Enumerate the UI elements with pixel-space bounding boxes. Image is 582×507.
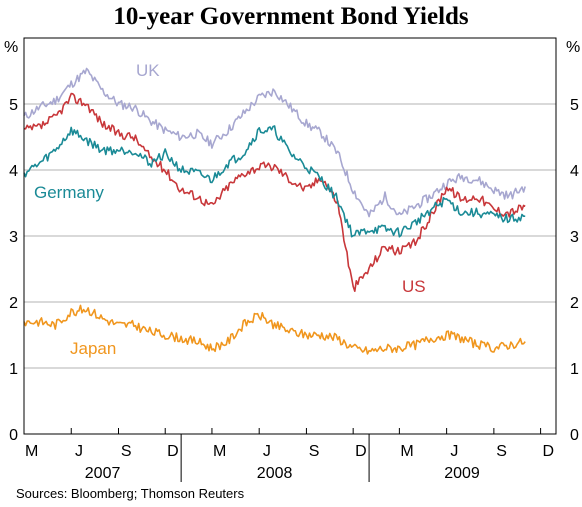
y-tick-label-right: 4 — [570, 163, 579, 180]
axes — [23, 428, 542, 482]
x-year-label: 2009 — [444, 465, 480, 482]
source-note: Sources: Bloomberg; Thomson Reuters — [16, 486, 245, 501]
series-lines — [23, 67, 526, 355]
x-month-label: M — [25, 443, 38, 460]
y-unit-label-left: % — [4, 39, 18, 56]
x-month-label: D — [355, 443, 367, 460]
series-line-japan — [23, 304, 526, 355]
series-label-japan: Japan — [70, 339, 116, 358]
x-month-label: D — [543, 443, 555, 460]
series-label-us: US — [402, 277, 426, 296]
series-label-uk: UK — [136, 61, 160, 80]
plot-frame — [23, 37, 557, 435]
y-tick-label-left: 3 — [9, 229, 18, 246]
y-tick-label-left: 4 — [9, 163, 18, 180]
y-tick-label-right: 2 — [570, 295, 579, 312]
x-year-label: 2008 — [257, 465, 293, 482]
y-tick-label-left: 1 — [9, 361, 18, 378]
x-month-label: M — [213, 443, 226, 460]
x-month-label: S — [121, 443, 132, 460]
chart-title: 10-year Government Bond Yields — [113, 3, 469, 30]
series-label-germany: Germany — [34, 183, 104, 202]
x-month-label: J — [263, 443, 271, 460]
x-month-label: J — [75, 443, 83, 460]
gridlines — [24, 103, 556, 369]
y-unit-label-right: % — [566, 39, 580, 56]
y-tick-label-right: 5 — [570, 97, 579, 114]
y-tick-label-left: 5 — [9, 97, 18, 114]
x-month-label: S — [309, 443, 320, 460]
y-tick-label-right: 1 — [570, 361, 579, 378]
x-month-label: M — [400, 443, 413, 460]
x-month-label: J — [450, 443, 458, 460]
y-tick-label-left: 0 — [9, 427, 18, 444]
x-month-label: S — [496, 443, 507, 460]
series-line-germany — [23, 125, 526, 238]
y-tick-label-right: 0 — [570, 427, 579, 444]
series-line-uk — [23, 67, 526, 218]
x-year-label: 2007 — [85, 465, 121, 482]
y-tick-label-right: 3 — [570, 229, 579, 246]
series-line-us — [23, 92, 526, 292]
y-tick-label-left: 2 — [9, 295, 18, 312]
labels: 0 0 1 1 2 2 3 3 4 4 5 5% % M J S D M J S D M J S D 2007 2008 2009 UK… — [4, 39, 580, 482]
x-month-label: D — [167, 443, 179, 460]
